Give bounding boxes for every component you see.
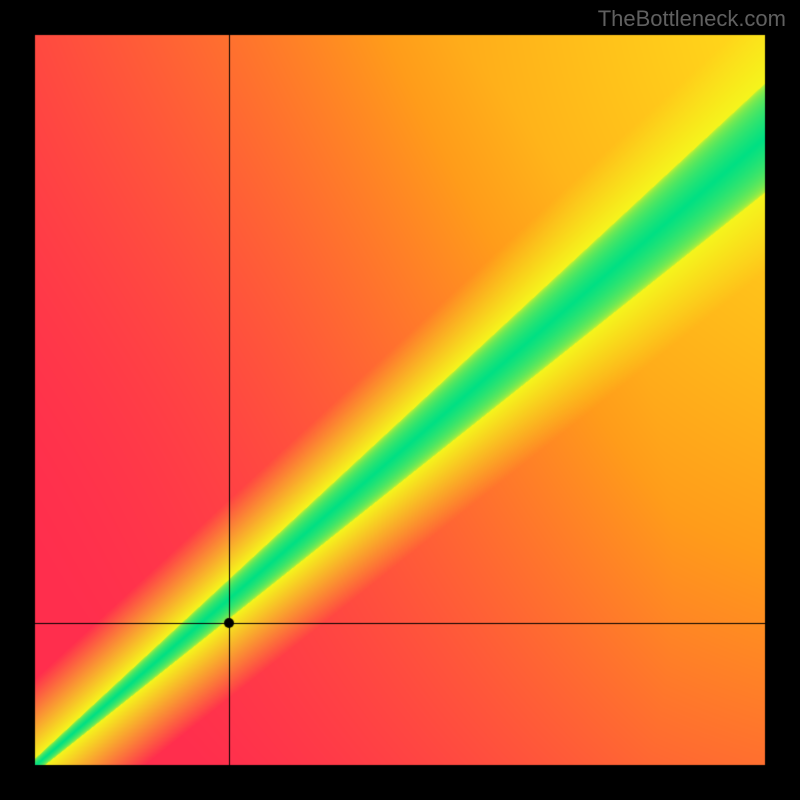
attribution-label: TheBottleneck.com bbox=[598, 6, 786, 32]
bottleneck-heatmap bbox=[0, 0, 800, 800]
chart-container: TheBottleneck.com bbox=[0, 0, 800, 800]
